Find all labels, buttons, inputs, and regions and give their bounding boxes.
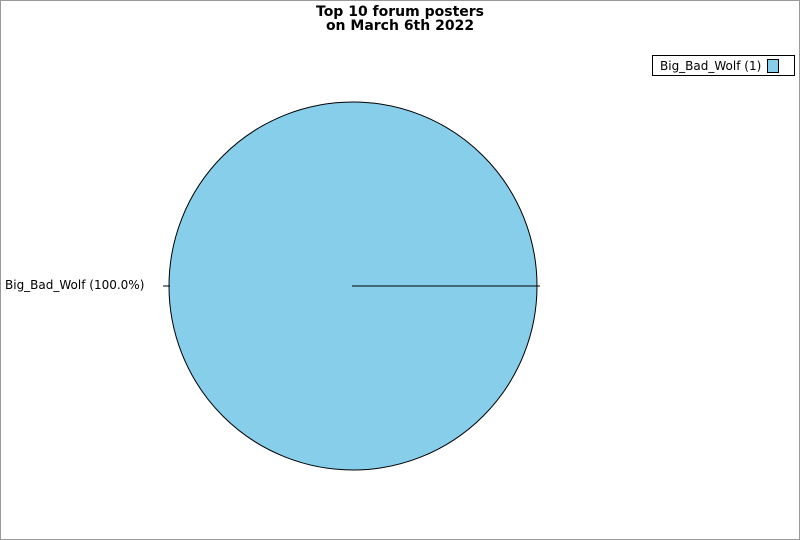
legend-swatch [767, 58, 780, 73]
legend-box: Big_Bad_Wolf (1) [652, 55, 795, 76]
legend-entry-label: Big_Bad_Wolf (1) [660, 58, 762, 73]
chart-title: Top 10 forum posters on March 6th 2022 [1, 5, 799, 33]
chart-title-line1: Top 10 forum posters [316, 4, 484, 20]
pie-slice-label: Big_Bad_Wolf (100.0%) [5, 278, 145, 292]
chart-title-line2: on March 6th 2022 [325, 18, 475, 34]
